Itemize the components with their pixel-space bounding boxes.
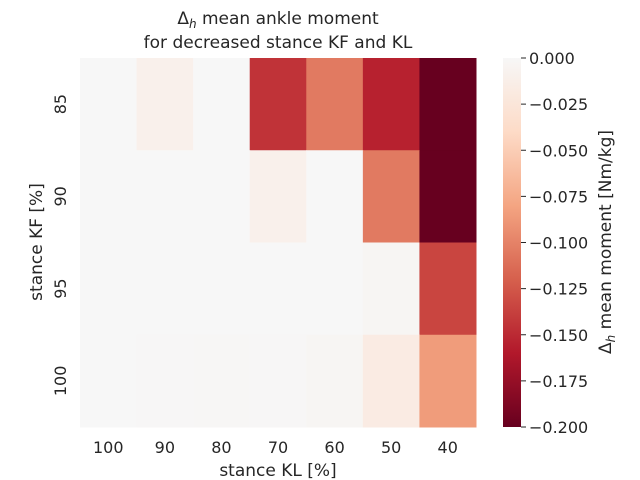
y-tick-label: 100 (51, 366, 70, 397)
x-tick-label: 100 (93, 438, 124, 457)
heatmap-cell (306, 58, 364, 151)
heatmap-cell (136, 150, 194, 243)
heatmap-cell (362, 150, 420, 243)
heatmap-cell (419, 242, 477, 336)
x-tick-label: 60 (324, 438, 344, 457)
colorbar-label: Δh mean moment [Nm/kg] (596, 130, 618, 354)
heatmap-cell (419, 150, 477, 243)
heatmap-cell (80, 150, 138, 243)
heatmap-cell (136, 58, 194, 151)
x-axis-ticks: 100 90 80 70 60 50 40 (93, 438, 458, 457)
heatmap-cell (193, 58, 251, 151)
heatmap-cell (306, 150, 364, 243)
colorbar-tick-label: −0.075 (529, 187, 588, 206)
heatmap-cell (362, 334, 420, 428)
heatmap-cell (249, 58, 307, 151)
colorbar-ticks: 0.000 −0.025 −0.050 −0.075 −0.100 −0.125 −0.15… (521, 49, 588, 437)
colorbar-tick-label: −0.175 (529, 372, 588, 391)
heatmap-cell (362, 58, 420, 151)
colorbar-tick-label: −0.125 (529, 280, 588, 299)
x-axis-label: stance KL [%] (219, 461, 336, 480)
colorbar (503, 58, 521, 427)
heatmap-cell (80, 242, 138, 336)
heatmap-cell (136, 242, 194, 336)
heatmap-cell (136, 334, 194, 428)
x-tick-label: 90 (155, 438, 175, 457)
heatmap-cell (306, 334, 364, 428)
colorbar-tick-label: 0.000 (529, 49, 575, 68)
heatmap-cell (306, 242, 364, 336)
heatmap-cell (419, 58, 477, 151)
heatmap-cell (80, 334, 138, 428)
y-tick-label: 85 (51, 94, 70, 114)
y-tick-label: 95 (51, 278, 70, 298)
heatmap-cell (80, 58, 138, 151)
chart-title: Δh mean ankle moment for decreased stanc… (144, 9, 413, 53)
colorbar-tick-label: −0.050 (529, 141, 588, 160)
heatmap-cell (419, 334, 477, 428)
heatmap-cell (362, 242, 420, 336)
x-tick-label: 40 (438, 438, 458, 457)
y-axis-label: stance KF [%] (27, 183, 47, 301)
heatmap-cell (249, 242, 307, 336)
heatmap-cell (249, 334, 307, 428)
heatmap-cells (80, 58, 477, 428)
x-tick-label: 70 (268, 438, 288, 457)
heatmap-cell (193, 242, 251, 336)
x-tick-label: 50 (381, 438, 401, 457)
y-axis-ticks: 85 90 95 100 (51, 94, 70, 396)
chart-title-line-1: Δh mean ankle moment (177, 9, 379, 31)
colorbar-tick-label: −0.200 (529, 418, 588, 437)
heatmap-cell (249, 150, 307, 243)
x-tick-label: 80 (211, 438, 231, 457)
heatmap-cell (193, 334, 251, 428)
heatmap-cell (193, 150, 251, 243)
colorbar-tick-label: −0.100 (529, 234, 588, 253)
colorbar-tick-label: −0.025 (529, 95, 588, 114)
y-tick-label: 90 (51, 186, 70, 206)
chart-title-line-2: for decreased stance KF and KL (144, 33, 413, 53)
colorbar-tick-label: −0.150 (529, 326, 588, 345)
